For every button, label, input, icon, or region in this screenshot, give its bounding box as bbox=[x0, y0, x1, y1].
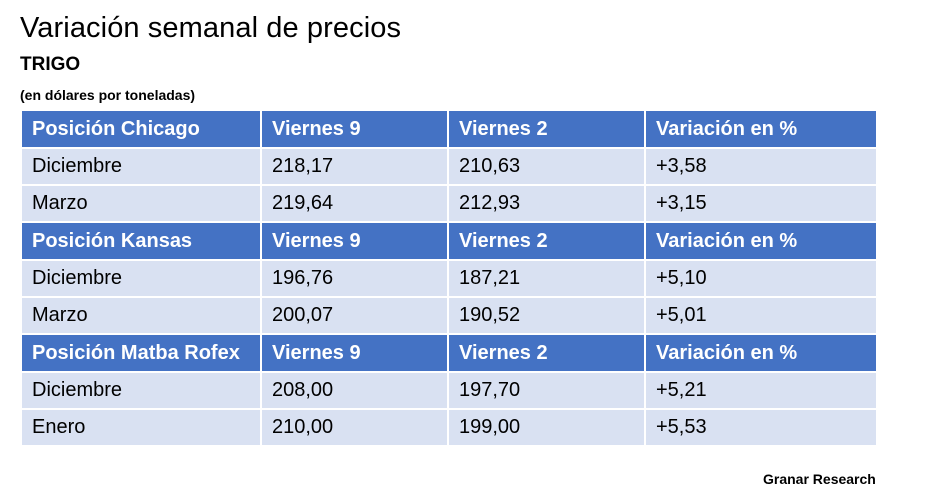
header-cell-previous-week: Viernes 2 bbox=[449, 223, 646, 261]
row-cell-current: 219,64 bbox=[262, 186, 449, 223]
row-cell-variation: +5,53 bbox=[646, 410, 876, 447]
price-table: Posición Chicago Viernes 9 Viernes 2 Var… bbox=[22, 111, 876, 447]
row-cell-previous: 197,70 bbox=[449, 373, 646, 410]
row-cell-current: 210,00 bbox=[262, 410, 449, 447]
table-row: Enero 210,00 199,00 +5,53 bbox=[22, 410, 876, 447]
row-cell-current: 200,07 bbox=[262, 298, 449, 335]
row-cell-previous: 210,63 bbox=[449, 149, 646, 186]
section-header-kansas: Posición Kansas Viernes 9 Viernes 2 Vari… bbox=[22, 223, 876, 261]
header-cell-position: Posición Matba Rofex bbox=[22, 335, 262, 373]
source-credit: Granar Research bbox=[763, 471, 876, 487]
header-cell-current-week: Viernes 9 bbox=[262, 223, 449, 261]
table-row: Marzo 200,07 190,52 +5,01 bbox=[22, 298, 876, 335]
header-cell-position: Posición Chicago bbox=[22, 111, 262, 149]
section-header-matba-rofex: Posición Matba Rofex Viernes 9 Viernes 2… bbox=[22, 335, 876, 373]
row-cell-current: 218,17 bbox=[262, 149, 449, 186]
row-cell-previous: 187,21 bbox=[449, 261, 646, 298]
header-cell-variation: Variación en % bbox=[646, 111, 876, 149]
row-cell-variation: +3,58 bbox=[646, 149, 876, 186]
row-cell-month: Diciembre bbox=[22, 261, 262, 298]
page-title: Variación semanal de precios bbox=[20, 12, 402, 44]
table-row: Marzo 219,64 212,93 +3,15 bbox=[22, 186, 876, 223]
header-cell-variation: Variación en % bbox=[646, 335, 876, 373]
row-cell-month: Marzo bbox=[22, 298, 262, 335]
row-cell-previous: 199,00 bbox=[449, 410, 646, 447]
row-cell-month: Marzo bbox=[22, 186, 262, 223]
header-cell-previous-week: Viernes 2 bbox=[449, 111, 646, 149]
header-cell-current-week: Viernes 9 bbox=[262, 111, 449, 149]
row-cell-variation: +3,15 bbox=[646, 186, 876, 223]
row-cell-variation: +5,10 bbox=[646, 261, 876, 298]
row-cell-previous: 190,52 bbox=[449, 298, 646, 335]
table-row: Diciembre 196,76 187,21 +5,10 bbox=[22, 261, 876, 298]
header-cell-current-week: Viernes 9 bbox=[262, 335, 449, 373]
header-cell-previous-week: Viernes 2 bbox=[449, 335, 646, 373]
row-cell-month: Enero bbox=[22, 410, 262, 447]
section-header-chicago: Posición Chicago Viernes 9 Viernes 2 Var… bbox=[22, 111, 876, 149]
unit-note: (en dólares por toneladas) bbox=[20, 87, 196, 103]
row-cell-previous: 212,93 bbox=[449, 186, 646, 223]
table-row: Diciembre 208,00 197,70 +5,21 bbox=[22, 373, 876, 410]
table-row: Diciembre 218,17 210,63 +3,58 bbox=[22, 149, 876, 186]
commodity-label: TRIGO bbox=[20, 54, 81, 75]
row-cell-variation: +5,21 bbox=[646, 373, 876, 410]
row-cell-variation: +5,01 bbox=[646, 298, 876, 335]
row-cell-month: Diciembre bbox=[22, 149, 262, 186]
row-cell-current: 196,76 bbox=[262, 261, 449, 298]
row-cell-month: Diciembre bbox=[22, 373, 262, 410]
header-cell-position: Posición Kansas bbox=[22, 223, 262, 261]
header-cell-variation: Variación en % bbox=[646, 223, 876, 261]
row-cell-current: 208,00 bbox=[262, 373, 449, 410]
